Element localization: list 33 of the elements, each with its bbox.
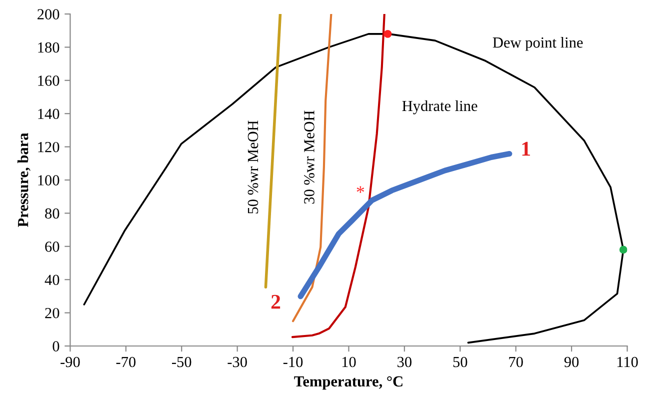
x-tick-label: -30 <box>228 356 247 368</box>
x-tick-label: -10 <box>283 356 303 368</box>
annotation: * <box>356 186 364 193</box>
text: 50 %wr MeOH <box>248 120 258 214</box>
x-tick-label: 10 <box>342 356 356 368</box>
series-label: Hydrate line <box>402 100 478 114</box>
x-tick-label: 30 <box>398 356 412 368</box>
text: 30 %wr MeOH <box>304 110 314 204</box>
annotation: 1 <box>522 142 530 156</box>
y-tick-label: 20 <box>45 308 60 318</box>
y-tick-label: 120 <box>38 142 60 152</box>
y-tick-label: 160 <box>38 76 60 86</box>
y-tick-label: 40 <box>44 274 60 286</box>
line-series <box>292 14 332 322</box>
x-tick-label: 70 <box>509 356 523 368</box>
series-label: Dew point line <box>492 36 583 51</box>
x-tick-label: -90 <box>60 356 80 368</box>
line-series <box>291 14 386 338</box>
y-tick-label: 180 <box>38 42 60 53</box>
x-tick-label: 110 <box>617 356 638 368</box>
y-tick-label: 200 <box>38 9 60 20</box>
x-tick-label: 50 <box>453 356 468 368</box>
y-tick-label: 80 <box>45 208 60 219</box>
x-tick-label: -70 <box>116 356 136 368</box>
x-tick-label: 90 <box>564 356 579 368</box>
y-tick-label: 140 <box>38 108 60 120</box>
y-tick-label: 60 <box>45 242 60 252</box>
y-axis-title: Pressure, bara <box>17 132 30 227</box>
annotation: 2 <box>271 294 280 309</box>
y-tick-label: 100 <box>38 175 60 186</box>
x-axis-title: Temperature, °C <box>294 376 402 390</box>
x-tick-label: -50 <box>172 356 192 368</box>
y-tick-label: 0 <box>52 341 60 352</box>
